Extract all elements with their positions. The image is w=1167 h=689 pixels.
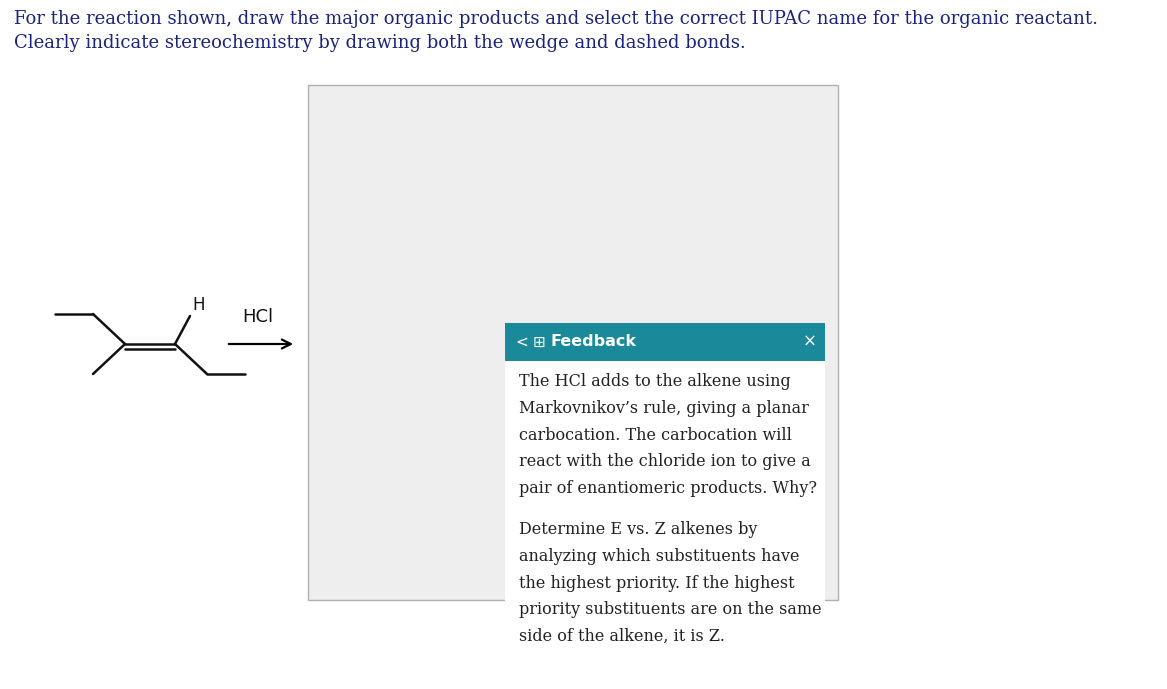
Text: ×: × (803, 333, 817, 351)
Text: Clearly indicate stereochemistry by drawing both the wedge and dashed bonds.: Clearly indicate stereochemistry by draw… (14, 34, 746, 52)
Text: HCl: HCl (243, 308, 273, 326)
Bar (505, 323, 825, 361)
Bar (308, 85, 838, 600)
Text: The HCl adds to the alkene using
Markovnikov’s rule, giving a planar
carbocation: The HCl adds to the alkene using Markovn… (519, 373, 817, 497)
Text: ⊞: ⊞ (533, 334, 546, 349)
Text: H: H (193, 296, 204, 314)
Text: Determine E vs. Z alkenes by
analyzing which substituents have
the highest prior: Determine E vs. Z alkenes by analyzing w… (519, 521, 822, 645)
Text: <: < (515, 334, 527, 349)
Text: Feedback: Feedback (551, 334, 637, 349)
Bar (505, 361, 825, 640)
FancyArrowPatch shape (229, 340, 291, 349)
Text: For the reaction shown, draw the major organic products and select the correct I: For the reaction shown, draw the major o… (14, 10, 1098, 28)
